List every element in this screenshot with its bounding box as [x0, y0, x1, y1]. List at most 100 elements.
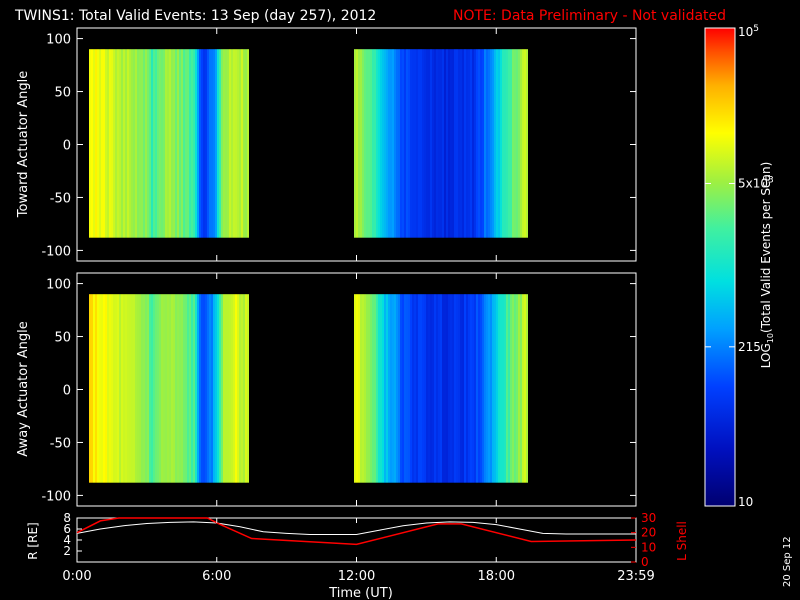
heatmap-column: [386, 49, 388, 238]
heatmap-column: [199, 49, 201, 238]
heatmap-column: [125, 49, 127, 238]
heatmap-column: [231, 49, 233, 238]
heatmap-column: [430, 294, 432, 483]
heatmap-column: [498, 49, 500, 238]
heatmap-column: [380, 294, 382, 483]
heatmap-column: [111, 49, 113, 238]
heatmap-column: [468, 294, 470, 483]
heatmap-column: [376, 49, 378, 238]
heatmap-column: [101, 294, 103, 483]
heatmap-column: [147, 294, 149, 483]
heatmap-column: [245, 294, 247, 483]
heatmap-column: [480, 294, 482, 483]
heatmap-column: [143, 294, 145, 483]
heatmap-column: [474, 294, 476, 483]
heatmap-column: [163, 49, 165, 238]
heatmap-column: [185, 49, 187, 238]
heatmap-column: [133, 49, 135, 238]
heatmap-column: [390, 49, 392, 238]
heatmap-column: [221, 49, 223, 238]
heatmap-column: [484, 294, 486, 483]
heatmap-column: [362, 294, 364, 483]
heatmap-column: [99, 294, 101, 483]
heatmap-column: [368, 49, 370, 238]
heatmap-column: [157, 294, 159, 483]
heatmap-column: [474, 49, 476, 238]
toward-heatmap: [89, 49, 528, 238]
heatmap-column: [239, 294, 241, 483]
heatmap-column: [462, 294, 464, 483]
heatmap-column: [223, 294, 225, 483]
heatmap-column: [422, 294, 424, 483]
heatmap-column: [173, 294, 175, 483]
colorbar-ticks: 105 5x103 215 10: [705, 24, 774, 509]
heatmap-column: [127, 49, 129, 238]
heatmap-column: [173, 49, 175, 238]
heatmap-column: [91, 294, 93, 483]
heatmap-column: [412, 49, 414, 238]
heatmap-column: [111, 294, 113, 483]
orbit-frame: [76, 517, 637, 563]
y-tick-label: -50: [50, 191, 71, 206]
heatmap-column: [185, 294, 187, 483]
heatmap-column: [504, 294, 506, 483]
colorbar-tick-label: 10: [738, 495, 753, 509]
x-tick-label: 23:59: [617, 569, 654, 584]
heatmap-column: [402, 294, 404, 483]
heatmap-column: [490, 294, 492, 483]
heatmap-column: [243, 294, 245, 483]
heatmap-column: [398, 49, 400, 238]
heatmap-column: [127, 294, 129, 483]
heatmap-column: [205, 49, 207, 238]
x-tick-label: 18:00: [478, 569, 515, 584]
heatmap-column: [492, 294, 494, 483]
heatmap-column: [370, 294, 372, 483]
x-tick-label: 6:00: [202, 569, 231, 584]
heatmap-column: [231, 294, 233, 483]
heatmap-column: [386, 294, 388, 483]
heatmap-column: [161, 294, 163, 483]
heatmap-column: [187, 49, 189, 238]
heatmap-column: [179, 294, 181, 483]
heatmap-column: [488, 294, 490, 483]
heatmap-column: [446, 49, 448, 238]
heatmap-column: [137, 49, 139, 238]
heatmap-column: [526, 294, 528, 483]
heatmap-column: [171, 294, 173, 483]
heatmap-column: [213, 49, 215, 238]
heatmap-column: [444, 294, 446, 483]
heatmap-column: [364, 294, 366, 483]
heatmap-column: [229, 294, 231, 483]
heatmap-column: [189, 49, 191, 238]
heatmap-column: [139, 49, 141, 238]
colorbar: 105 5x103 215 10 LOG10(Total Valid Events p…: [704, 24, 775, 509]
heatmap-column: [418, 294, 420, 483]
heatmap-column: [105, 49, 107, 238]
heatmap-column: [452, 49, 454, 238]
heatmap-column: [189, 294, 191, 483]
heatmap-column: [404, 294, 406, 483]
chart-title: TWINS1: Total Valid Events: 13 Sep (day …: [14, 8, 376, 24]
heatmap-column: [434, 49, 436, 238]
heatmap-column: [153, 49, 155, 238]
heatmap-column: [480, 49, 482, 238]
heatmap-column: [424, 49, 426, 238]
orbit-lines: [76, 517, 637, 546]
heatmap-column: [191, 294, 193, 483]
heatmap-column: [448, 294, 450, 483]
heatmap-column: [408, 49, 410, 238]
heatmap-column: [139, 294, 141, 483]
right-tick-label: 0: [641, 555, 649, 569]
heatmap-column: [460, 49, 462, 238]
heatmap-column: [402, 49, 404, 238]
heatmap-column: [197, 294, 199, 483]
away-y-ticks: 100 50 0 -50 -100: [41, 273, 637, 506]
heatmap-column: [488, 49, 490, 238]
heatmap-column: [450, 49, 452, 238]
y-tick-label: 50: [54, 331, 71, 346]
heatmap-column: [414, 294, 416, 483]
heatmap-column: [155, 294, 157, 483]
heatmap-column: [366, 294, 368, 483]
heatmap-column: [514, 294, 516, 483]
heatmap-column: [229, 49, 231, 238]
